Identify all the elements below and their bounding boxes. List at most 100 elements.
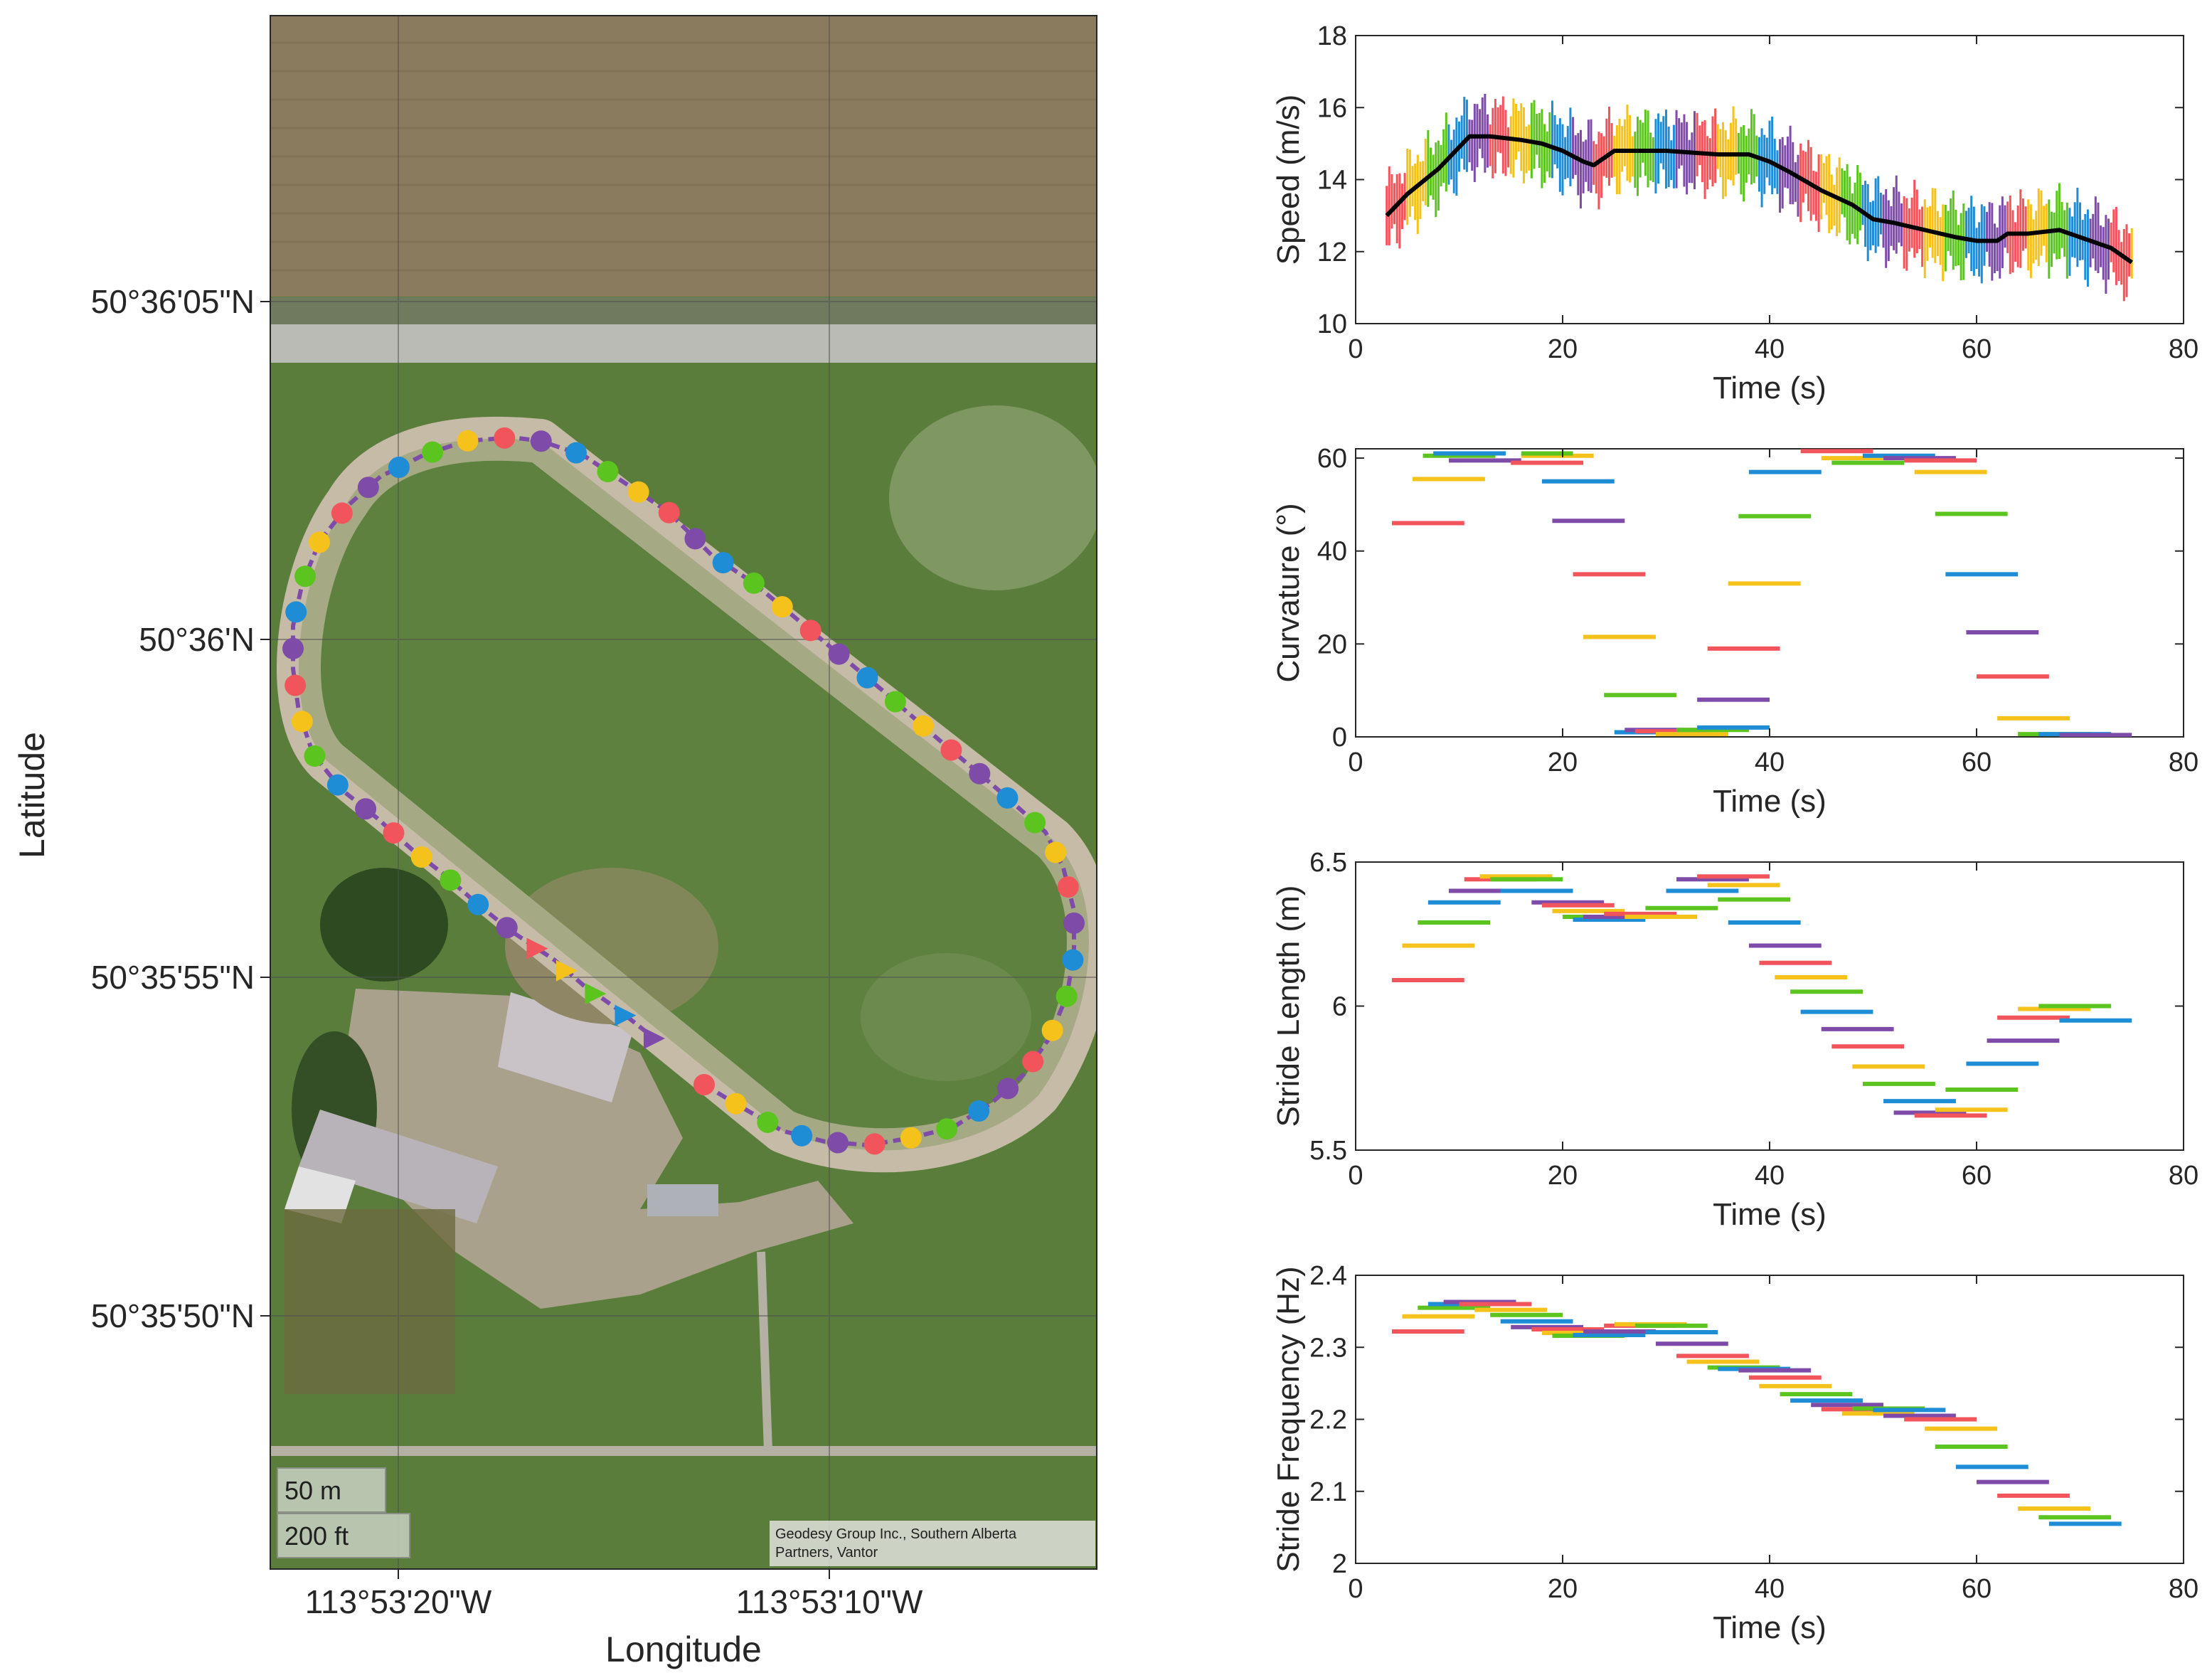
track-marker	[684, 528, 706, 550]
x-tick-label: 20	[1548, 1574, 1578, 1604]
track-marker	[457, 430, 479, 452]
scale-bar: 50 m 200 ft	[277, 1467, 410, 1558]
y-tick-label: 6	[1332, 992, 1347, 1022]
x-tick-label: 40	[1755, 748, 1785, 777]
track-marker	[828, 643, 850, 665]
track-marker	[388, 457, 410, 479]
track-marker	[912, 715, 934, 737]
track-marker	[383, 822, 405, 844]
map-panel[interactable]: 50 m 200 ft Geodesy Group Inc., Southern…	[270, 16, 1102, 1569]
data-layer	[1391, 1299, 2122, 1526]
y-axis-label: Stride Length (m)	[1271, 886, 1306, 1127]
track-marker	[467, 893, 489, 915]
track-marker	[856, 666, 878, 689]
x-tick-label: 0	[1348, 748, 1363, 777]
latitude-ticks: 50°36'05"N 50°36'N 50°35'55"N 50°35'50"N	[91, 283, 270, 1334]
x-axis-label: Time (s)	[1713, 1610, 1827, 1645]
barn-roof	[498, 992, 633, 1102]
track-marker	[757, 1111, 779, 1133]
y-tick-label: 0	[1332, 723, 1347, 753]
track-marker	[530, 430, 552, 452]
y-tick-label: 2.3	[1309, 1333, 1347, 1363]
track-marker	[309, 531, 331, 553]
track-marker	[565, 442, 587, 464]
x-tick-label: 40	[1755, 334, 1785, 364]
track-end-marker	[526, 937, 548, 959]
track-marker	[996, 787, 1019, 809]
track-end-marker	[644, 1028, 665, 1049]
x-tick-label: 80	[2169, 1574, 2198, 1604]
credit-line-2: Partners, Vantor	[775, 1545, 878, 1561]
tree-clump	[320, 868, 448, 982]
map-xlabel: Longitude	[605, 1630, 762, 1669]
data-layer	[1391, 874, 2132, 1118]
paddocks	[285, 1209, 455, 1394]
plot-area	[1355, 448, 2184, 738]
x-tick-label: 0	[1348, 334, 1363, 364]
data-layer	[1391, 449, 2132, 737]
map-ylabel: Latitude	[12, 732, 52, 858]
track-marker	[743, 572, 765, 594]
track-marker	[997, 1078, 1019, 1100]
track-marker	[597, 460, 619, 482]
pasture-patch	[889, 405, 1097, 590]
highway-pavement	[270, 324, 1097, 363]
y-tick-label: 10	[1317, 309, 1347, 339]
track-marker	[725, 1092, 747, 1115]
track-marker	[326, 774, 349, 796]
plot-area	[1355, 1275, 2184, 1564]
track-marker	[496, 917, 518, 939]
lat-tick-label: 50°35'55"N	[91, 959, 255, 996]
track-marker	[1024, 812, 1046, 834]
track-marker	[294, 565, 317, 588]
y-tick-label: 6.5	[1309, 848, 1347, 878]
scale-metric: 50 m	[285, 1476, 341, 1505]
x-tick-label: 60	[1962, 1574, 1992, 1604]
track-marker	[282, 637, 304, 659]
map-frame	[270, 15, 1097, 1570]
track-marker	[1057, 876, 1079, 898]
gps-track-markers	[282, 427, 1085, 1155]
track-marker	[285, 674, 307, 696]
shed-roof	[647, 1184, 718, 1216]
track-marker	[627, 481, 649, 503]
x-tick-label: 20	[1548, 748, 1578, 777]
x-tick-label: 0	[1348, 1161, 1363, 1191]
x-tick-label: 20	[1548, 1161, 1578, 1191]
track-marker	[936, 1118, 958, 1140]
x-tick-label: 40	[1755, 1574, 1785, 1604]
y-tick-label: 14	[1317, 166, 1347, 196]
track-end-marker	[585, 983, 607, 1005]
y-tick-label: 20	[1317, 629, 1347, 659]
arena	[505, 868, 718, 1024]
x-axis-label: Time (s)	[1713, 784, 1827, 819]
x-tick-label: 60	[1962, 1161, 1992, 1191]
track-marker	[494, 427, 516, 449]
track-infield	[299, 438, 1089, 1151]
curvature-chart: 0 20 40 60 80 0 20 40 60 Time (s) Curvature (°)	[1271, 444, 2198, 819]
track-marker	[357, 477, 379, 499]
track-marker	[693, 1074, 715, 1095]
field-stripes	[270, 41, 1097, 272]
credit-line-1: Geodesy Group Inc., Southern Alberta	[775, 1526, 1017, 1542]
longitude-ticks: 113°53'20"W 113°53'10"W	[305, 1569, 923, 1620]
track-marker	[863, 1133, 886, 1155]
y-tick-label: 2.1	[1309, 1477, 1347, 1507]
track-marker	[1063, 912, 1085, 934]
lat-tick-label: 50°36'N	[139, 621, 255, 658]
track-marker	[969, 762, 991, 785]
lat-tick-label: 50°36'05"N	[91, 283, 255, 320]
track-marker	[355, 798, 377, 820]
imagery-credit: Geodesy Group Inc., Southern Alberta Par…	[770, 1521, 1095, 1566]
track-marker	[826, 1132, 849, 1154]
x-tick-label: 40	[1755, 1161, 1785, 1191]
track-marker	[422, 441, 444, 463]
y-axis-label: Stride Frequency (Hz)	[1271, 1266, 1306, 1572]
track-marker	[771, 596, 793, 618]
y-tick-label: 2.4	[1309, 1261, 1347, 1291]
track-marker	[1022, 1051, 1044, 1073]
pasture-patch	[861, 953, 1031, 1081]
track-end-marker	[615, 1004, 637, 1026]
x-tick-label: 80	[2169, 334, 2198, 364]
data-layer	[1385, 93, 2133, 302]
